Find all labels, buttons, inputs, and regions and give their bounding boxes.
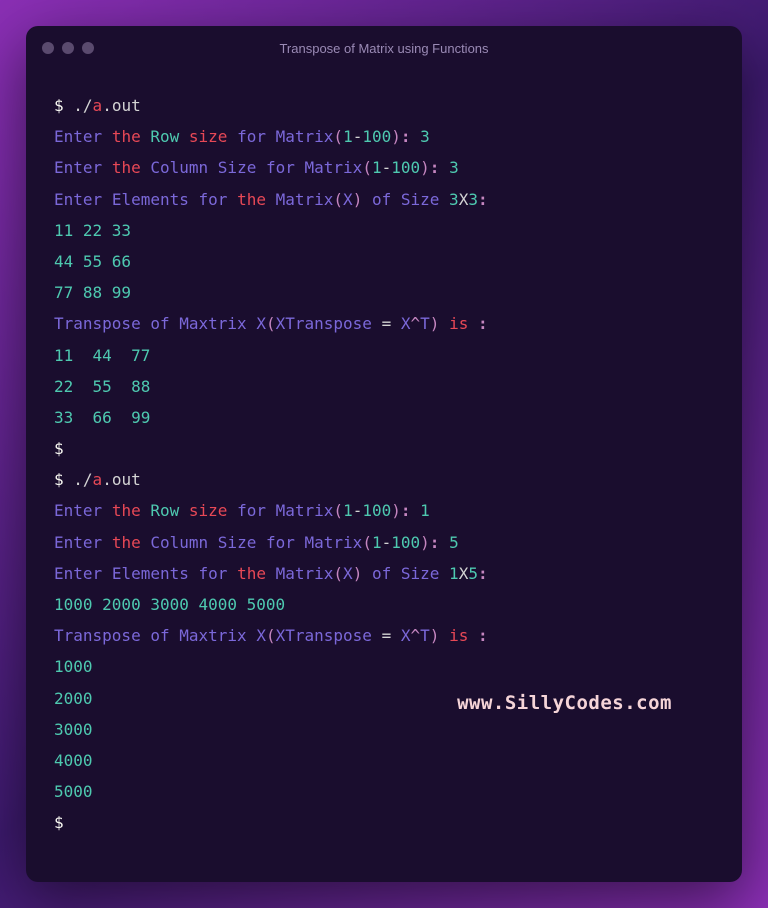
terminal-content: $ ./a.out Enter the Row size for Matrix(… [26, 70, 742, 882]
watermark: www.SillyCodes.com [457, 685, 672, 722]
title-bar: Transpose of Matrix using Functions [26, 26, 742, 70]
row-prompt-2: Enter the Row size for Matrix(1-100): 1 [54, 495, 714, 526]
cmd-line-2: $ ./a.out [54, 464, 714, 495]
traffic-lights [42, 42, 94, 54]
terminal-window: Transpose of Matrix using Functions $ ./… [26, 26, 742, 882]
data-row: 1000 2000 3000 4000 5000 [54, 589, 714, 620]
cmd-line-1: $ ./a.out [54, 90, 714, 121]
transpose-header-2: Transpose of Maxtrix X(XTranspose = X^T)… [54, 620, 714, 651]
prompt-line: $ [54, 807, 714, 838]
output-row: 5000 [54, 776, 714, 807]
output-row: 4000 [54, 745, 714, 776]
elem-prompt-1: Enter Elements for the Matrix(X) of Size… [54, 184, 714, 215]
maximize-icon[interactable] [82, 42, 94, 54]
output-row: 22 55 88 [54, 371, 714, 402]
transpose-header-1: Transpose of Maxtrix X(XTranspose = X^T)… [54, 308, 714, 339]
output-row: 33 66 99 [54, 402, 714, 433]
data-row: 11 22 33 [54, 215, 714, 246]
elem-prompt-2: Enter Elements for the Matrix(X) of Size… [54, 558, 714, 589]
data-row: 77 88 99 [54, 277, 714, 308]
data-row: 44 55 66 [54, 246, 714, 277]
close-icon[interactable] [42, 42, 54, 54]
row-prompt-1: Enter the Row size for Matrix(1-100): 3 [54, 121, 714, 152]
window-title: Transpose of Matrix using Functions [279, 41, 488, 56]
prompt-line: $ [54, 433, 714, 464]
output-row: 1000 [54, 651, 714, 682]
col-prompt-2: Enter the Column Size for Matrix(1-100):… [54, 527, 714, 558]
minimize-icon[interactable] [62, 42, 74, 54]
col-prompt-1: Enter the Column Size for Matrix(1-100):… [54, 152, 714, 183]
output-row: 11 44 77 [54, 340, 714, 371]
